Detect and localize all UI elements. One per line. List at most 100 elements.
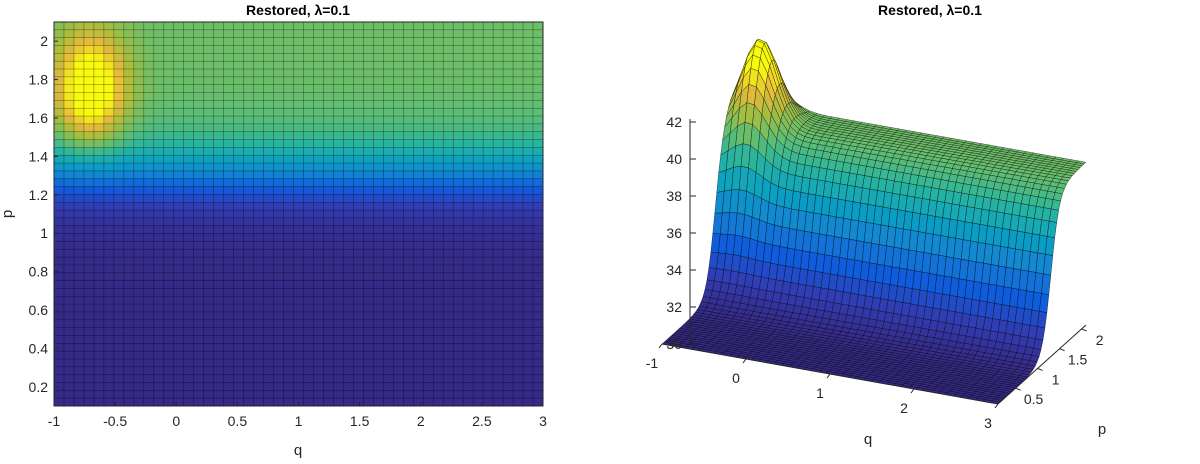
heatmap-cell [54, 343, 65, 352]
heatmap-cell [483, 76, 494, 86]
heatmap-cell [113, 155, 125, 164]
heatmap-cell [123, 37, 135, 46]
heatmap-cell [353, 319, 364, 329]
heatmap-cell [193, 296, 205, 305]
heatmap-cell [123, 155, 135, 164]
heatmap-cell [73, 264, 85, 274]
heatmap-cell [463, 37, 474, 46]
heatmap-cell [473, 382, 484, 391]
heatmap-cell [373, 29, 384, 39]
heatmap-cell [433, 319, 444, 329]
heatmap-cell [283, 398, 294, 407]
heatmap-cell [83, 288, 95, 297]
heatmap-cell [433, 335, 444, 344]
heatmap-cell [483, 241, 494, 250]
heatmap-cell [403, 29, 414, 39]
heatmap-cell [323, 163, 334, 172]
heatmap-cell [183, 272, 195, 282]
heatmap-cell [523, 155, 534, 164]
heatmap-cell [103, 84, 115, 93]
heatmap-cell [323, 304, 334, 313]
heatmap-cell [54, 76, 65, 86]
heatmap-cell [413, 210, 424, 219]
heatmap-cell [503, 343, 514, 352]
heatmap-cell [233, 358, 245, 368]
heatmap-cell [273, 264, 284, 274]
heatmap-cell [413, 92, 424, 101]
heatmap-cell [223, 390, 235, 399]
heatmap-cell [473, 194, 484, 203]
heatmap-cell [473, 264, 484, 274]
heatmap-cell [63, 210, 75, 219]
heatmap-cell [163, 358, 175, 368]
heatmap-cell [483, 170, 494, 180]
heatmap-cell [253, 382, 264, 391]
heatmap-cell [283, 194, 294, 203]
heatmap-cell [83, 194, 95, 203]
heatmap-cell [443, 327, 454, 336]
heatmap-cell [293, 351, 304, 360]
heatmap-cell [253, 374, 264, 383]
heatmap-cell [323, 327, 334, 336]
heatmap-cell [443, 335, 454, 344]
heatmap-cell [313, 351, 324, 360]
heatmap-cell [463, 155, 474, 164]
heatmap-cell [353, 202, 364, 211]
heatmap-cell [103, 37, 115, 46]
heatmap-cell [63, 155, 75, 164]
heatmap-cell [373, 374, 384, 383]
heatmap-cell [73, 163, 85, 172]
heatmap-cell [523, 390, 534, 399]
heatmap-cell [273, 382, 284, 391]
heatmap-cell [303, 123, 314, 133]
heatmap-cell [463, 147, 474, 156]
heatmap-cell [503, 288, 514, 297]
heatmap-cell [233, 351, 245, 360]
heatmap-cell [183, 264, 195, 274]
heatmap-cell [263, 194, 274, 203]
heatmap-cell [153, 217, 165, 227]
heatmap-cell [133, 304, 145, 313]
heatmap-cell [323, 123, 334, 133]
heatmap-cell [153, 335, 165, 344]
heatmap-cell [63, 241, 75, 250]
heatmap-cell [293, 131, 304, 140]
x-tick-label: 0.5 [228, 413, 248, 429]
heatmap-cell [303, 288, 314, 297]
heatmap-cell [423, 108, 434, 117]
heatmap-cell [223, 194, 235, 203]
heatmap-cell [173, 194, 185, 203]
heatmap-cell [483, 382, 494, 391]
left-x-axis-ticks: -1 -0.5 0 0.5 1 1.5 2 2.5 3 [48, 402, 547, 429]
heatmap-cell [183, 249, 195, 258]
heatmap-cell [54, 296, 65, 305]
heatmap-cell [253, 257, 264, 266]
heatmap-cell [353, 241, 364, 250]
heatmap-cell [203, 163, 215, 172]
heatmap-cell [223, 257, 235, 266]
heatmap-cell [313, 319, 324, 329]
heatmap-cell [313, 257, 324, 266]
heatmap-cell [333, 92, 344, 101]
heatmap-cell [433, 22, 444, 31]
heatmap-cell [73, 249, 85, 258]
heatmap-cell [273, 280, 284, 289]
heatmap-cell [283, 233, 294, 242]
heatmap-cell [463, 382, 474, 391]
left-y-axis-label: p [0, 210, 16, 218]
heatmap-cell [103, 163, 115, 172]
heatmap-cell [323, 84, 334, 93]
heatmap-cell [503, 272, 514, 282]
heatmap-cell [493, 202, 504, 211]
heatmap-cell [403, 100, 414, 109]
heatmap-cell [253, 170, 264, 180]
heatmap-cell [403, 147, 414, 156]
heatmap-cell [73, 335, 85, 344]
heatmap-cell [423, 29, 434, 39]
heatmap-cell [293, 288, 304, 297]
heatmap-cell [383, 358, 394, 368]
heatmap-cell [54, 351, 65, 360]
heatmap-cell [483, 29, 494, 39]
heatmap-cell [183, 76, 195, 86]
heatmap-cell [443, 241, 454, 250]
